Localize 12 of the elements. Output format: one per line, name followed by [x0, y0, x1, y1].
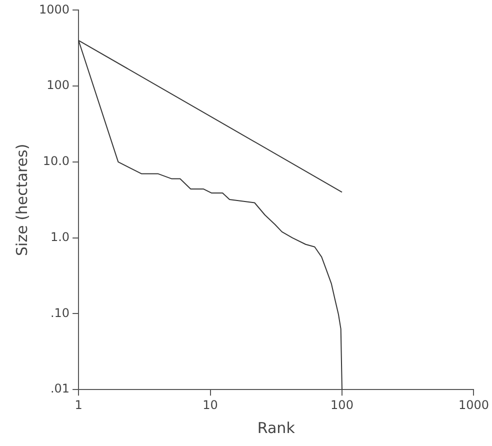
y-tick-label: 1000: [38, 2, 70, 16]
x-tick-label: 1: [74, 398, 82, 412]
y-tick-label: .10: [50, 306, 70, 320]
x-tick-label: 10: [202, 398, 218, 412]
y-tick-label: 10.0: [42, 154, 70, 168]
x-tick-label: 100: [330, 398, 354, 412]
y-axis-title: Size (hectares): [12, 144, 31, 256]
y-tick-label: 1.0: [50, 230, 70, 244]
y-tick-label: 100: [46, 78, 70, 92]
x-axis-title: Rank: [257, 418, 296, 437]
y-tick-label: .01: [50, 382, 70, 396]
x-tick-label: 1000: [458, 398, 490, 412]
